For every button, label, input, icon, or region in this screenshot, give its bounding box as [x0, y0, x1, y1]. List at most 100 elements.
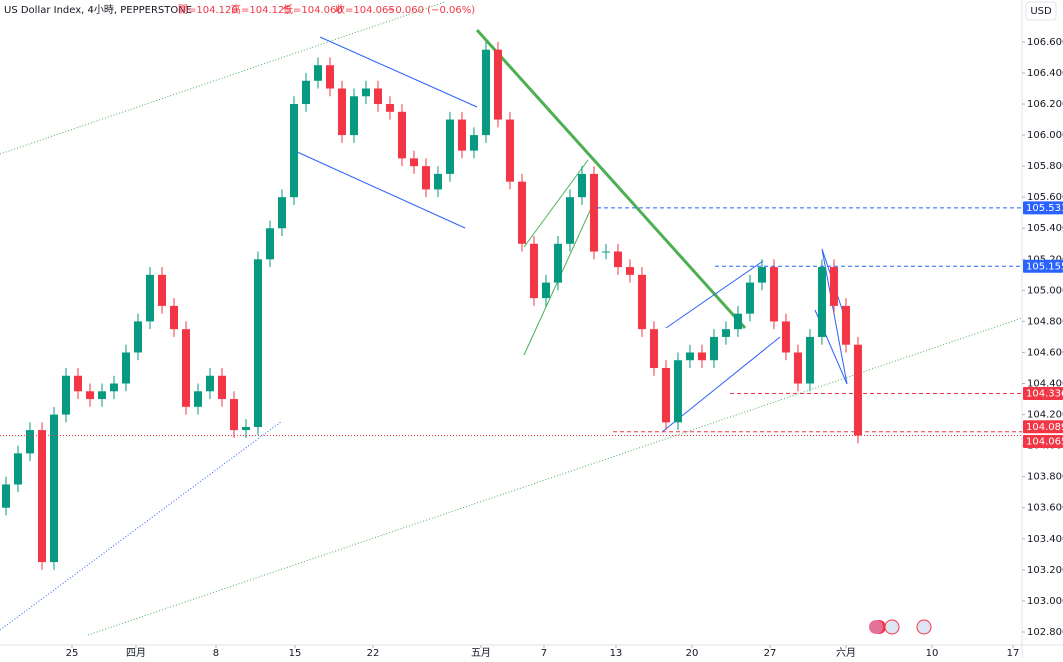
x-tick-label: 20 — [686, 648, 699, 658]
y-tick-label: 104.200 — [1027, 410, 1063, 421]
y-tick-label: 104.800 — [1027, 316, 1063, 327]
candle-body — [469, 135, 478, 151]
candle-body — [313, 65, 322, 81]
candle-body — [793, 352, 802, 384]
candle-body — [421, 166, 430, 190]
candle-body — [517, 181, 526, 244]
candle-body — [493, 49, 502, 120]
candle-body — [397, 111, 406, 159]
candle-body — [613, 251, 622, 268]
price-label: 105.531 — [1026, 203, 1063, 214]
candle-body — [181, 329, 190, 407]
candle-body — [481, 49, 490, 136]
channel-line — [294, 150, 466, 229]
candle-body — [529, 243, 538, 299]
y-tick-label: 105.000 — [1027, 285, 1063, 296]
candle-body — [145, 274, 154, 322]
trend-line — [475, 28, 747, 330]
header: US Dollar Index, 4小時, PEPPERSTONE 開=104.… — [4, 3, 475, 16]
y-tick-label: 103.200 — [1027, 565, 1063, 576]
candle-body — [457, 119, 466, 151]
x-tick-label: 27 — [764, 648, 777, 658]
x-tick-label: 8 — [213, 648, 219, 658]
event-icon[interactable] — [884, 619, 900, 635]
candle-body — [277, 197, 286, 229]
candle-body — [505, 119, 514, 182]
y-tick-label: 105.800 — [1027, 161, 1063, 172]
x-tick-label: 25 — [66, 648, 79, 658]
candle-body — [697, 352, 706, 361]
open-value: 開=104.120 — [178, 4, 238, 16]
candle-body — [49, 414, 58, 563]
candle-body — [61, 375, 70, 415]
candle-body — [217, 375, 226, 400]
candle-body — [361, 88, 370, 97]
candle-body — [253, 259, 262, 427]
candle-body — [337, 88, 346, 136]
y-tick-label: 106.400 — [1027, 68, 1063, 79]
candle-body — [685, 352, 694, 361]
candle-body — [673, 360, 682, 423]
candle-body — [169, 305, 178, 330]
event-icon[interactable] — [916, 619, 932, 635]
y-tick-label: 105.400 — [1027, 223, 1063, 234]
x-tick-label: 15 — [289, 648, 302, 658]
candle-body — [13, 453, 22, 485]
event-icon[interactable] — [869, 620, 883, 634]
y-tick-label: 104.600 — [1027, 347, 1063, 358]
price-label-box — [1023, 386, 1063, 400]
candle-body — [301, 80, 310, 105]
x-tick-label: 五月 — [471, 647, 491, 658]
candle-body — [157, 274, 166, 306]
candle-body — [325, 65, 334, 89]
y-tick-label: 106.000 — [1027, 130, 1063, 141]
x-tick-label: 7 — [541, 648, 547, 658]
x-tick-label: 10 — [926, 648, 939, 658]
candle-body — [841, 305, 850, 345]
candle-body — [565, 197, 574, 244]
candle-body — [25, 430, 34, 454]
candle-body — [265, 228, 274, 260]
y-tick-label: 105.600 — [1027, 192, 1063, 203]
change-value: −0.060 (−0.06%) — [387, 5, 475, 16]
candle-body — [541, 282, 550, 299]
candle-body — [709, 336, 718, 361]
candle-body — [733, 313, 742, 330]
y-tick-label: 103.600 — [1027, 503, 1063, 514]
price-label: 104.065 — [1026, 437, 1063, 448]
currency-button-box[interactable] — [1025, 1, 1057, 21]
x-tick-label: 22 — [367, 648, 380, 658]
candle-body — [241, 426, 250, 431]
candle-body — [817, 267, 826, 337]
candle-body — [121, 352, 130, 384]
candle-body — [133, 321, 142, 353]
price-label-box — [1023, 420, 1063, 434]
candle-body — [349, 96, 358, 136]
currency-button[interactable]: USD — [1025, 1, 1057, 21]
candle-body — [589, 173, 598, 252]
high-value: 高=104.125 — [231, 3, 291, 16]
close-value: 收=104.065 — [335, 3, 395, 16]
x-tick-label: 17 — [1007, 648, 1020, 658]
y-tick-label: 103.800 — [1027, 472, 1063, 483]
y-tick-label: 104.400 — [1027, 379, 1063, 390]
trend-line — [0, 1, 446, 155]
y-tick-label: 103.000 — [1027, 596, 1063, 607]
candle-body — [769, 267, 778, 322]
price-label: 104.336 — [1026, 388, 1063, 399]
candle-body — [109, 383, 118, 392]
y-tick-label: 102.800 — [1027, 627, 1063, 638]
candle-body — [625, 267, 634, 275]
candle-body — [205, 375, 214, 392]
candle-body — [409, 158, 418, 167]
candle-body — [781, 321, 790, 353]
candle-body — [445, 119, 454, 174]
event-icons[interactable] — [869, 619, 932, 635]
y-tick-label: 106.600 — [1027, 37, 1063, 48]
candle-body — [385, 104, 394, 112]
symbol: US Dollar Index, 4小時, PEPPERSTONE — [4, 4, 192, 16]
x-tick-label: 六月 — [836, 647, 856, 658]
currency-label[interactable]: USD — [1030, 6, 1052, 17]
